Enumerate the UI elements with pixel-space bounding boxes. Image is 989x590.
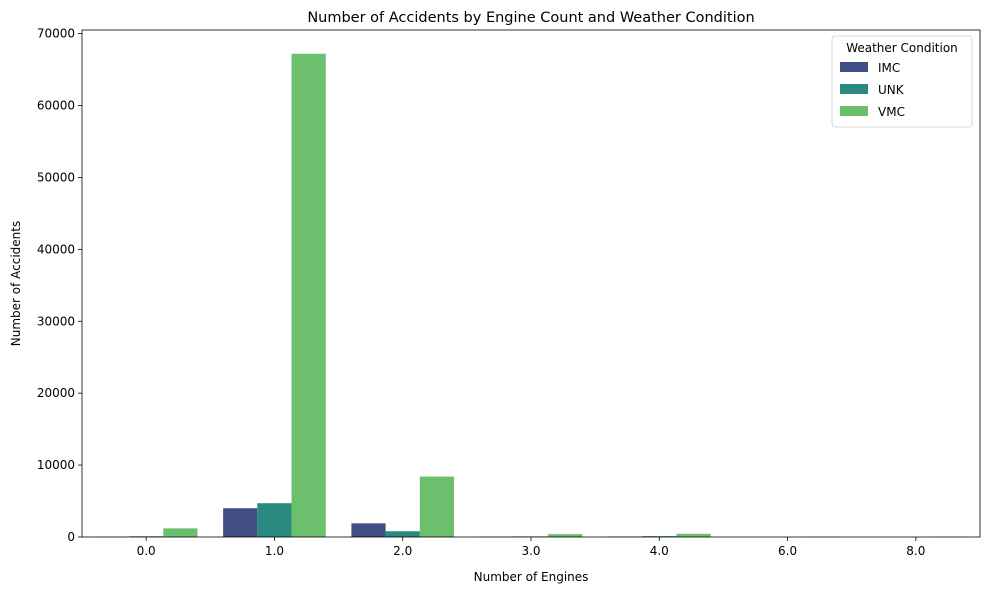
legend-box: [831, 35, 973, 128]
x-tick-label: 0.0: [137, 544, 156, 558]
x-tick-label: 2.0: [393, 544, 412, 558]
y-tick-label: 10000: [37, 458, 75, 472]
bar-unk-1: [257, 503, 292, 537]
legend: Weather Condition IMC UNK VMC: [831, 35, 973, 128]
legend-swatch-imc: [840, 62, 868, 72]
bar-imc-1: [223, 508, 258, 537]
bar-unk-4: [642, 536, 677, 537]
y-tick-label: 50000: [37, 170, 75, 184]
y-tick-label: 0: [67, 530, 75, 544]
legend-label-vmc: VMC: [878, 105, 905, 119]
y-tick-label: 40000: [37, 242, 75, 256]
x-tick-label: 1.0: [265, 544, 284, 558]
legend-label-unk: UNK: [878, 83, 905, 97]
legend-label-imc: IMC: [878, 61, 900, 75]
bar-vmc-2: [419, 476, 455, 537]
y-axis-title: Number of Accidents: [9, 221, 23, 347]
bar-imc-2: [351, 523, 386, 537]
x-axis: 0.0 1.0 2.0 3.0 4.0 6.0 8.0: [137, 537, 925, 558]
x-tick-label: 4.0: [650, 544, 669, 558]
x-tick-label: 8.0: [906, 544, 925, 558]
y-tick-label: 70000: [37, 27, 75, 41]
bar-vmc-0: [163, 528, 198, 537]
bar-vmc-3: [548, 534, 583, 537]
y-tick-label: 20000: [37, 386, 75, 400]
x-tick-label: 3.0: [521, 544, 540, 558]
bars-group: [94, 53, 968, 537]
legend-title: Weather Condition: [846, 41, 958, 55]
legend-swatch-vmc: [840, 106, 868, 116]
plot-frame: [81, 29, 981, 538]
y-tick-label: 60000: [37, 99, 75, 113]
chart-title: Number of Accidents by Engine Count and …: [307, 10, 754, 26]
bar-vmc-4: [676, 533, 711, 537]
x-tick-label: 6.0: [778, 544, 797, 558]
y-tick-label: 30000: [37, 314, 75, 328]
x-axis-title: Number of Engines: [474, 570, 589, 584]
bar-unk-2: [385, 531, 420, 537]
legend-swatch-unk: [840, 84, 868, 94]
y-axis: 0 10000 20000 30000 40000 50000 60000 70000: [37, 27, 82, 544]
bar-vmc-1: [291, 53, 326, 537]
